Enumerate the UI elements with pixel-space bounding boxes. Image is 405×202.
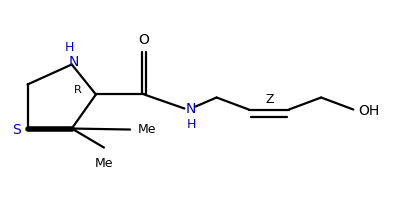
Text: N: N <box>186 101 196 115</box>
Text: H: H <box>65 40 75 53</box>
Text: H: H <box>187 117 196 130</box>
Text: S: S <box>12 122 21 136</box>
Text: OH: OH <box>358 103 379 117</box>
Text: R: R <box>74 85 82 95</box>
Text: Me: Me <box>138 122 156 135</box>
Text: Z: Z <box>266 93 274 105</box>
Text: O: O <box>139 33 149 47</box>
Text: N: N <box>68 55 79 68</box>
Text: Me: Me <box>95 156 113 169</box>
